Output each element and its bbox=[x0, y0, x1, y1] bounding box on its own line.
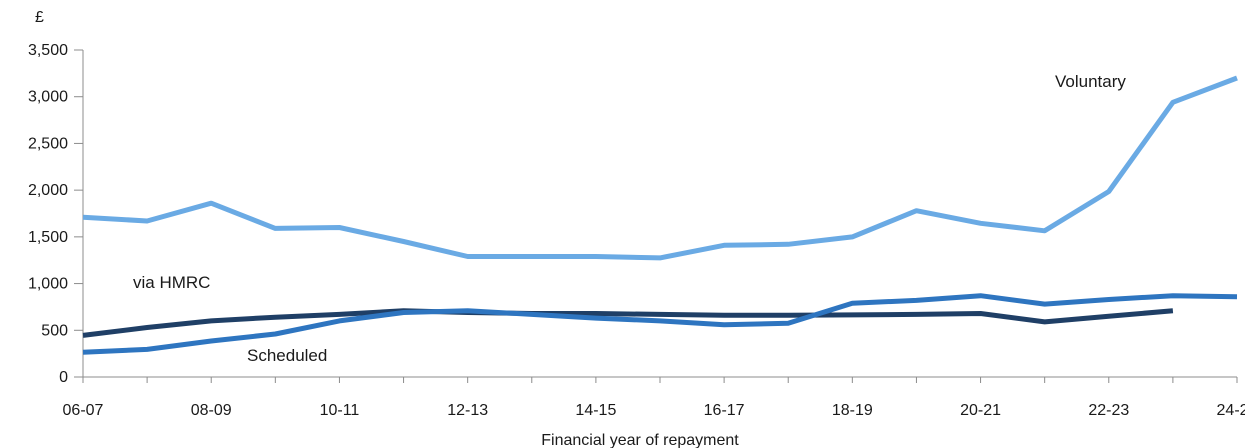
series-label-scheduled: Scheduled bbox=[247, 346, 327, 365]
y-axis: 0 500 1,000 1,500 2,000 2,500 3,000 3,500 bbox=[28, 42, 84, 386]
x-tick-label: 06-07 bbox=[63, 402, 104, 419]
x-tick-label: 12-13 bbox=[447, 402, 488, 419]
series-label-voluntary: Voluntary bbox=[1055, 72, 1126, 91]
series-line-via-hmrc bbox=[82, 308, 1174, 338]
x-axis-title: Financial year of repayment bbox=[541, 432, 739, 448]
x-tick-label: 08-09 bbox=[191, 402, 232, 419]
y-axis-unit-label: £ bbox=[35, 9, 44, 26]
x-tick-label: 10-11 bbox=[320, 402, 360, 419]
series-label-via-hmrc: via HMRC bbox=[133, 273, 210, 292]
y-tick-label: 500 bbox=[41, 322, 68, 339]
y-tick-label: 2,000 bbox=[28, 182, 68, 199]
y-tick-label: 3,000 bbox=[28, 89, 68, 106]
y-tick-label: 1,000 bbox=[28, 276, 68, 293]
x-tick-label: 14-15 bbox=[575, 402, 616, 419]
y-tick-label: 3,500 bbox=[28, 42, 68, 59]
x-tick-label: 22-23 bbox=[1088, 402, 1129, 419]
y-tick-label: 1,500 bbox=[28, 229, 68, 246]
x-tick-label: 18-19 bbox=[832, 402, 873, 419]
x-tick-label: 20-21 bbox=[960, 402, 1001, 419]
series-line-voluntary bbox=[82, 75, 1238, 261]
series-line-scheduled bbox=[82, 293, 1238, 355]
x-tick-label: 16-17 bbox=[704, 402, 745, 419]
x-axis: 06-07 08-09 10-11 12-13 14-15 16-17 18-19 20-21… bbox=[63, 376, 1245, 419]
y-tick-label: 2,500 bbox=[28, 135, 68, 152]
x-tick-label: 24-25 bbox=[1217, 402, 1245, 419]
series-layer bbox=[82, 75, 1238, 355]
y-tick-label: 0 bbox=[59, 369, 68, 386]
